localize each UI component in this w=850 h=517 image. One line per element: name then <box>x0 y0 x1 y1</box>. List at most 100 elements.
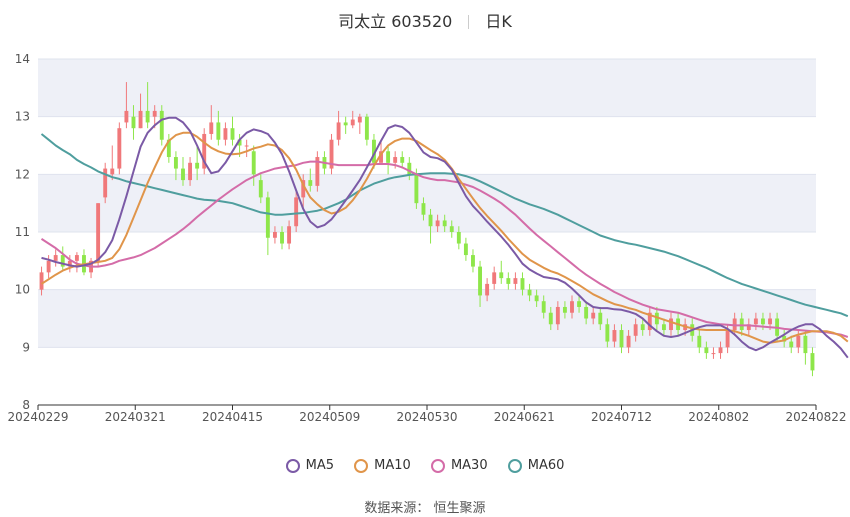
candle-body-80 <box>605 324 610 342</box>
legend-item-ma60[interactable]: MA60 <box>507 458 564 473</box>
candle-59 <box>456 226 461 250</box>
candle-5 <box>74 252 79 273</box>
candle-body-81 <box>612 330 617 342</box>
candle-body-70 <box>534 295 539 302</box>
candle-body-26 <box>223 128 228 140</box>
candle-65 <box>499 260 504 284</box>
legend-item-ma30[interactable]: MA30 <box>430 458 488 473</box>
candle-83 <box>626 330 631 354</box>
legend-swatch-ma5 <box>285 458 300 473</box>
candle-body-61 <box>471 255 475 267</box>
candle-body-22 <box>195 162 200 169</box>
candle-0 <box>39 266 44 296</box>
candle-body-97 <box>725 330 730 348</box>
candle-body-58 <box>449 226 454 232</box>
candle-body-13 <box>131 116 136 129</box>
candle-2 <box>53 249 58 267</box>
candle-body-11 <box>117 128 122 169</box>
candle-body-88 <box>661 324 666 331</box>
candle-108 <box>803 330 808 365</box>
candle-body-28 <box>237 139 242 146</box>
candles <box>39 82 815 377</box>
y-axis: 8 9 10 11 12 13 14 <box>15 52 30 412</box>
x-tick-20240802: 20240802 <box>688 410 749 424</box>
candle-6 <box>82 249 86 276</box>
candle-body-21 <box>188 162 193 181</box>
candle-body-33 <box>272 232 277 238</box>
candle-body-57 <box>442 220 447 227</box>
candle-body-23 <box>202 133 207 169</box>
candle-body-8 <box>96 203 101 261</box>
x-tick-20240229: 20240229 <box>7 410 68 424</box>
candle-67 <box>513 272 518 290</box>
candle-body-25 <box>216 122 221 140</box>
candle-17 <box>159 105 164 146</box>
y-tick-13: 13 <box>15 110 30 124</box>
legend-swatch-ma60 <box>507 458 522 473</box>
candle-body-108 <box>803 335 808 354</box>
candle-body-52 <box>407 162 412 175</box>
candle-89 <box>669 312 673 336</box>
candle-4 <box>67 255 72 273</box>
candle-body-49 <box>386 151 391 163</box>
candle-body-64 <box>492 272 497 284</box>
candle-20 <box>181 157 185 186</box>
x-tick-20240621: 20240621 <box>494 410 555 424</box>
candle-body-75 <box>570 301 574 313</box>
candle-54 <box>421 197 426 221</box>
candle-body-94 <box>704 347 709 354</box>
candle-31 <box>258 174 263 204</box>
candle-body-105 <box>782 335 787 342</box>
x-tick-20240530: 20240530 <box>396 410 457 424</box>
candle-71 <box>541 295 546 319</box>
candle-72 <box>548 306 553 331</box>
candle-body-44 <box>350 119 355 126</box>
candle-body-48 <box>379 151 383 163</box>
period-label: 日K <box>485 12 512 31</box>
candle-body-56 <box>435 220 440 227</box>
legend-item-ma5[interactable]: MA5 <box>285 458 334 473</box>
candle-body-102 <box>761 318 765 325</box>
candle-95 <box>711 347 716 359</box>
candle-body-54 <box>421 203 426 215</box>
y-tick-11: 11 <box>15 225 30 239</box>
candle-body-53 <box>414 174 419 204</box>
candle-100 <box>746 318 751 336</box>
candle-76 <box>577 295 582 313</box>
band-9 <box>38 289 816 348</box>
candle-86 <box>647 306 652 336</box>
candle-body-96 <box>718 347 723 354</box>
candle-body-73 <box>555 306 560 325</box>
candle-body-86 <box>647 312 652 331</box>
candle-body-60 <box>463 243 468 256</box>
x-tick-20240822: 20240822 <box>785 410 846 424</box>
candle-87 <box>654 306 659 331</box>
candle-19 <box>173 151 178 181</box>
candle-66 <box>506 272 511 290</box>
candle-body-77 <box>584 306 589 319</box>
ma60-line <box>40 133 849 318</box>
candle-body-85 <box>640 324 645 331</box>
candle-body-9 <box>103 168 108 198</box>
candle-body-89 <box>669 318 673 331</box>
candle-body-17 <box>159 110 164 140</box>
candle-body-38 <box>308 180 313 186</box>
candle-45 <box>357 113 362 134</box>
candle-105 <box>782 330 787 348</box>
candle-8 <box>96 203 101 267</box>
candle-36 <box>294 191 299 232</box>
candle-body-31 <box>258 180 263 198</box>
candle-21 <box>188 157 193 186</box>
candle-body-41 <box>329 139 334 169</box>
candle-body-42 <box>336 122 341 140</box>
candle-69 <box>527 283 532 302</box>
legend-item-ma10[interactable]: MA10 <box>354 458 411 473</box>
candle-15 <box>145 82 150 129</box>
candle-body-76 <box>577 301 582 307</box>
candle-34 <box>280 226 284 250</box>
chart-title: 司太立 603520 日K <box>0 8 850 32</box>
y-tick-10: 10 <box>15 283 30 297</box>
candle-body-29 <box>244 145 249 147</box>
candle-47 <box>372 133 376 169</box>
